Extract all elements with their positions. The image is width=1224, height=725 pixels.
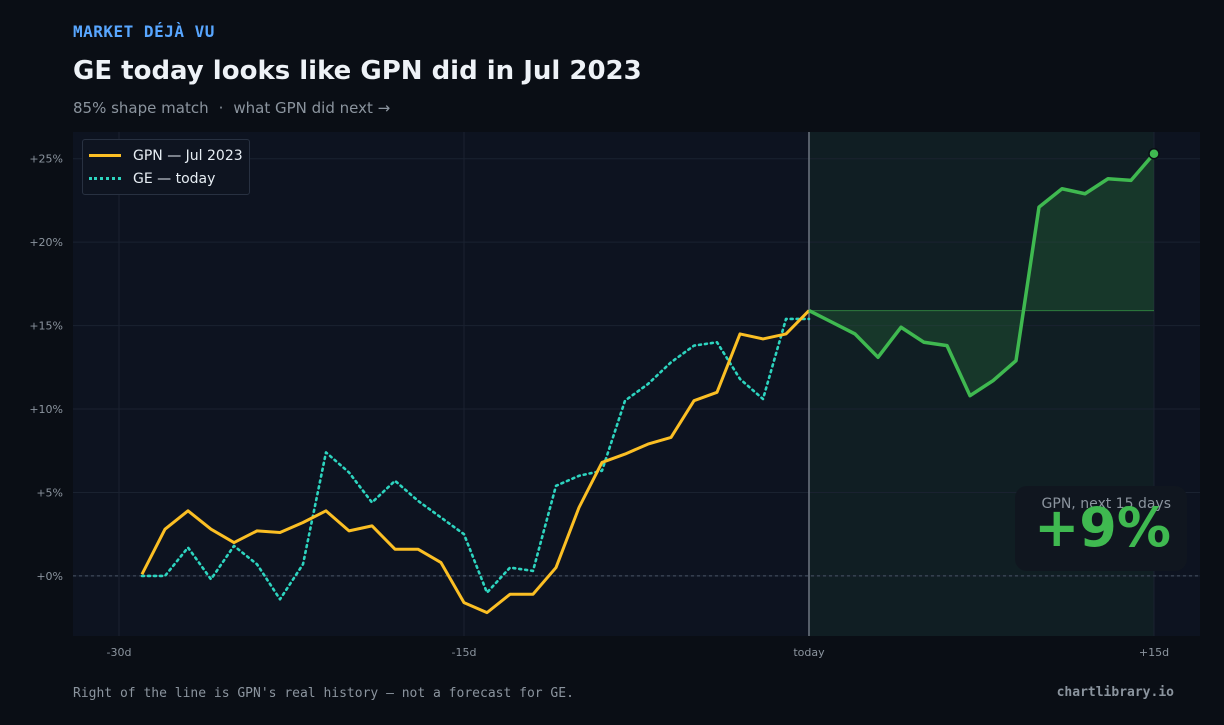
- y-tick-label: +20%: [29, 236, 63, 249]
- footnote: Right of the line is GPN's real history …: [73, 686, 574, 701]
- legend-label-ge: GE — today: [133, 170, 216, 187]
- y-tick-label: +0%: [36, 570, 63, 583]
- subtitle: 85% shape match · what GPN did next →: [73, 99, 390, 117]
- page-title: GE today looks like GPN did in Jul 2023: [73, 56, 642, 86]
- y-tick-label: +10%: [29, 403, 63, 416]
- x-tick-label: +15d: [1139, 646, 1169, 659]
- legend-item-gpn: GPN — Jul 2023: [89, 144, 243, 167]
- chart-legend: GPN — Jul 2023 GE — today: [82, 139, 250, 195]
- subtitle-separator: ·: [218, 99, 224, 117]
- badge-label: GPN, next 15 days: [1041, 496, 1171, 512]
- x-tick-label: -15d: [452, 646, 477, 659]
- legend-label-gpn: GPN — Jul 2023: [133, 147, 243, 164]
- y-tick-label: +25%: [29, 153, 63, 166]
- legend-swatch-ge: [89, 177, 121, 180]
- badge-value: +9%: [1034, 496, 1171, 559]
- gpn-jul-2023-line: [140, 309, 811, 615]
- x-tick-label: -30d: [107, 646, 132, 659]
- brand-link[interactable]: chartlibrary.io: [1056, 685, 1174, 700]
- ge-today-line: [140, 317, 811, 601]
- x-tick-label: today: [793, 646, 825, 659]
- kicker-label: MARKET DÉJÀ VU: [73, 22, 215, 41]
- legend-item-ge: GE — today: [89, 167, 243, 190]
- y-tick-label: +15%: [29, 320, 63, 333]
- match-score-text: 85% shape match: [73, 99, 209, 117]
- forward-end-marker: [1148, 147, 1160, 160]
- forward-return-badge: GPN, next 15 days +9%: [1015, 486, 1187, 571]
- what-gpn-did-next-link[interactable]: what GPN did next →: [233, 99, 391, 117]
- forward-gain-fill: [809, 153, 1154, 396]
- plot-area: [73, 132, 1200, 636]
- legend-swatch-gpn: [89, 154, 121, 157]
- gpn-forward-line: [808, 152, 1156, 398]
- y-tick-label: +5%: [36, 486, 63, 499]
